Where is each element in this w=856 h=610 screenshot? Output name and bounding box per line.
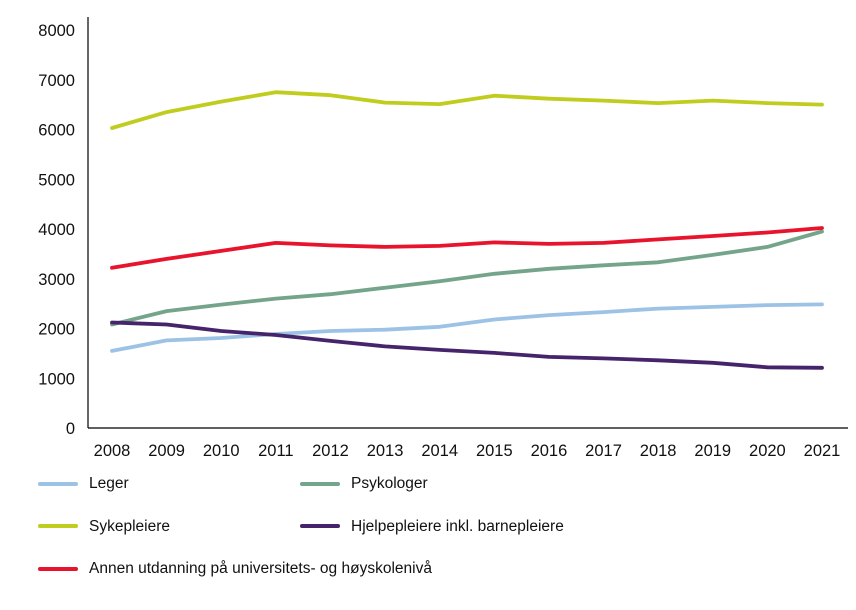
x-tick-label: 2011: [258, 442, 293, 460]
x-tick-label: 2017: [585, 442, 622, 460]
y-tick-label: 4000: [38, 221, 75, 239]
x-tick-label: 2012: [312, 442, 349, 460]
x-tick-label: 2016: [531, 442, 568, 460]
x-tick-label: 2013: [367, 442, 404, 460]
x-tick-label: 2009: [148, 442, 185, 460]
x-tick-label: 2010: [203, 442, 240, 460]
legend-item-hjelpepleiere: Hjelpepleiere inkl. barnepleiere: [300, 517, 846, 535]
legend-label-sykepleiere: Sykepleiere: [89, 517, 170, 535]
annen-utdanning-line-swatch: [38, 566, 78, 571]
chart-legend: Leger Psykologer Sykepleiere Hjelpepleie…: [0, 466, 856, 577]
legend-label-psykologer: Psykologer: [351, 475, 428, 492]
y-tick-label: 8000: [38, 22, 75, 40]
psykologer-line-swatch: [300, 481, 340, 486]
legend-item-annen-utdanning: Annen utdanning på universitets- og høys…: [38, 561, 846, 577]
legend-label-hjelpepleiere: Hjelpepleiere inkl. barnepleiere: [351, 517, 564, 535]
legend-item-psykologer: Psykologer: [300, 476, 846, 492]
y-tick-label: 3000: [38, 271, 75, 289]
sykepleiere-line-swatch: [38, 524, 78, 529]
y-tick-label: 5000: [38, 171, 75, 189]
x-tick-label: 2020: [749, 442, 786, 460]
legend-item-sykepleiere: Sykepleiere: [38, 517, 300, 535]
legend-label-annen-utdanning: Annen utdanning på universitets- og høys…: [89, 560, 432, 577]
y-tick-label: 7000: [38, 72, 75, 90]
y-tick-label: 2000: [38, 321, 75, 339]
x-tick-label: 2019: [694, 442, 731, 460]
line-chart-svg: 0 1000 2000 3000 4000 5000 6000 7000 8000 2008 200…: [38, 17, 848, 460]
series-line: [110, 320, 824, 370]
series-line: [110, 229, 824, 327]
legend-item-leger: Leger: [38, 476, 300, 492]
hjelpepleiere-line-swatch: [300, 524, 340, 529]
y-tick-label: 6000: [38, 122, 75, 140]
y-tick-label: 1000: [38, 370, 75, 388]
x-tick-label: 2014: [421, 442, 458, 460]
x-tick-label: 2021: [804, 442, 841, 460]
x-tick-label: 2015: [476, 442, 513, 460]
x-tick-label: 2008: [94, 442, 131, 460]
series-line: [110, 90, 824, 130]
legend-label-leger: Leger: [89, 475, 129, 492]
leger-line-swatch: [38, 481, 78, 486]
y-tick-label: 0: [66, 420, 75, 438]
series-line: [110, 302, 824, 353]
series-line: [110, 226, 824, 270]
x-tick-label: 2018: [640, 442, 677, 460]
